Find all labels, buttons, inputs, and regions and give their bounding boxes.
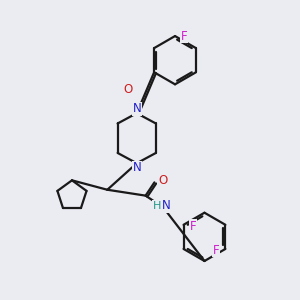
Text: N: N xyxy=(132,161,141,174)
Text: O: O xyxy=(123,83,132,96)
Text: H: H xyxy=(153,201,161,211)
Text: O: O xyxy=(158,174,167,188)
Text: F: F xyxy=(213,244,219,257)
Text: N: N xyxy=(162,200,171,212)
Text: F: F xyxy=(190,220,196,233)
Text: N: N xyxy=(132,102,141,115)
Text: F: F xyxy=(181,29,187,43)
